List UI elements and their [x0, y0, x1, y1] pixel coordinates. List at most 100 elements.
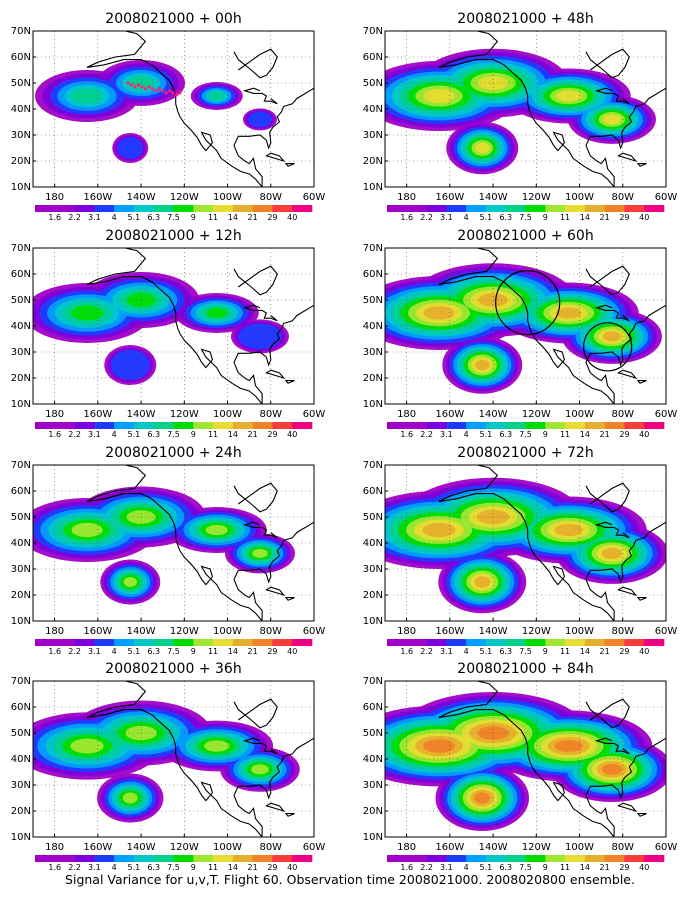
colorbar-label: 40	[287, 863, 297, 872]
colorbar-swatch	[173, 422, 194, 429]
colorbar-swatch	[114, 205, 135, 212]
colorbar-label: 9	[191, 430, 196, 439]
lon-tick-label: 180	[397, 409, 416, 420]
colorbar-swatch	[252, 422, 273, 429]
colorbar-swatch	[406, 205, 427, 212]
coastlines	[438, 31, 666, 187]
lon-tick-label: 180	[45, 842, 64, 853]
lon-tick-label: 80W	[259, 409, 282, 420]
colorbar-swatch	[545, 205, 566, 212]
colorbar-label: 7.5	[519, 647, 532, 656]
lon-tick-label: 120W	[522, 409, 551, 420]
lat-tick-label: 70N	[11, 460, 31, 471]
colorbar-label: 21	[248, 647, 258, 656]
lon-tick-label: 160W	[435, 409, 464, 420]
colorbar-swatch	[604, 855, 625, 862]
colorbar-label: 9	[543, 430, 548, 439]
colorbar: 1.6 2.2 3.1 4 5.1 6.3 7.5 9 11 14 21 29 40	[387, 855, 665, 872]
lon-tick-label: 100W	[213, 842, 242, 853]
colorbar-swatch	[644, 422, 665, 429]
lat-tick-label: 30N	[11, 130, 31, 141]
lat-tick-label: 10N	[363, 399, 383, 410]
highlight-circle	[583, 322, 633, 372]
lat-tick-label: 70N	[11, 243, 31, 254]
colorbar: 1.6 2.2 3.1 4 5.1 6.3 7.5 9 11 14 21 29 40	[387, 422, 665, 439]
colorbar-swatch	[387, 205, 408, 212]
lat-tick-label: 20N	[11, 806, 31, 817]
coastlines	[438, 681, 666, 837]
lat-tick-label: 40N	[11, 538, 31, 549]
lon-tick-label: 80W	[611, 842, 634, 853]
lat-tick-label: 20N	[11, 156, 31, 167]
colorbar-swatch	[232, 205, 253, 212]
colorbar-label: 21	[600, 647, 610, 656]
colorbar-label: 7.5	[519, 213, 532, 222]
lat-tick-label: 30N	[363, 564, 383, 575]
colorbar-swatch	[525, 422, 546, 429]
colorbar-swatch	[54, 205, 75, 212]
lat-tick-label: 50N	[11, 78, 31, 89]
colorbar-label: 2.2	[68, 430, 81, 439]
colorbar-label: 1.6	[48, 863, 61, 872]
lon-tick-label: 160W	[83, 409, 112, 420]
colorbar-label: 40	[287, 647, 297, 656]
lon-tick-label: 120W	[522, 192, 551, 203]
lat-tick-label: 50N	[363, 78, 383, 89]
colorbar-swatch	[292, 855, 313, 862]
lon-tick-label: 120W	[522, 626, 551, 637]
colorbar-label: 14	[228, 863, 238, 872]
flight-track	[126, 81, 182, 97]
lat-tick-label: 50N	[11, 728, 31, 739]
colorbar-label: 7.5	[519, 863, 532, 872]
colorbar-label: 2.2	[420, 213, 433, 222]
colorbar-label: 3.1	[88, 863, 101, 872]
colorbar-label: 9	[191, 213, 196, 222]
lat-tick-label: 50N	[363, 295, 383, 306]
lat-tick-label: 30N	[363, 130, 383, 141]
colorbar-label: 29	[619, 430, 629, 439]
colorbar-label: 9	[191, 647, 196, 656]
colorbar-label: 14	[580, 647, 590, 656]
colorbar-swatch	[35, 855, 56, 862]
variance-field	[33, 681, 314, 837]
colorbar-swatch	[292, 422, 313, 429]
lat-tick-label: 60N	[11, 52, 31, 63]
colorbar-swatch	[252, 855, 273, 862]
colorbar-swatch	[604, 639, 625, 646]
colorbar-swatch	[466, 205, 487, 212]
lat-tick-label: 50N	[363, 728, 383, 739]
panel-title: 2008021000 + 36h	[105, 661, 241, 677]
colorbar-swatch	[272, 639, 293, 646]
colorbar-swatch	[252, 205, 273, 212]
colorbar-swatch	[406, 855, 427, 862]
lon-tick-label: 160W	[83, 192, 112, 203]
colorbar-label: 29	[619, 863, 629, 872]
highlight-circle	[495, 270, 561, 336]
lon-tick-label: 180	[397, 192, 416, 203]
colorbar-swatch	[173, 205, 194, 212]
colorbar-label: 9	[543, 863, 548, 872]
lat-tick-label: 40N	[11, 104, 31, 115]
colorbar-label: 40	[639, 430, 649, 439]
colorbar-label: 14	[228, 430, 238, 439]
lat-tick-label: 60N	[11, 702, 31, 713]
lon-tick-label: 80W	[611, 626, 634, 637]
lon-tick-label: 140W	[127, 626, 156, 637]
colorbar-swatch	[426, 855, 447, 862]
variance-field	[33, 465, 314, 621]
lat-tick-label: 70N	[363, 243, 383, 254]
colorbar-label: 3.1	[88, 430, 101, 439]
colorbar-label: 2.2	[68, 213, 81, 222]
lat-tick-label: 10N	[11, 182, 31, 193]
lat-tick-label: 60N	[363, 269, 383, 280]
colorbar-label: 14	[580, 430, 590, 439]
colorbar-swatch	[173, 855, 194, 862]
colorbar-label: 21	[600, 863, 610, 872]
lat-tick-label: 70N	[363, 676, 383, 687]
colorbar-label: 11	[208, 213, 218, 222]
colorbar-label: 29	[267, 430, 277, 439]
lat-tick-label: 70N	[363, 460, 383, 471]
lon-tick-label: 60W	[655, 842, 678, 853]
colorbar-label: 3.1	[88, 213, 101, 222]
